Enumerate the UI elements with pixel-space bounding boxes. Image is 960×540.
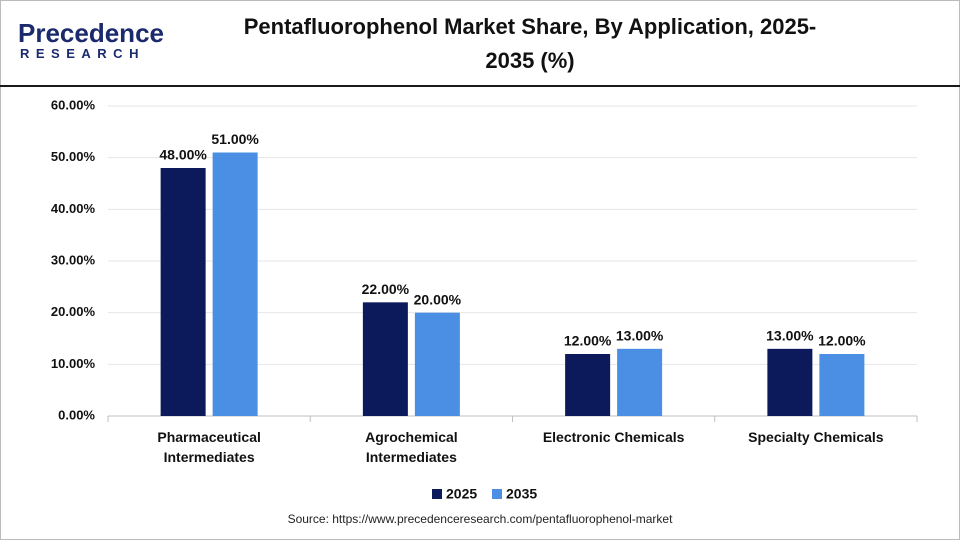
bar — [414, 312, 460, 416]
logo-sub: RESEARCH — [20, 46, 145, 61]
y-tick-label: 10.00% — [51, 356, 96, 371]
value-label: 20.00% — [414, 291, 462, 307]
y-tick-label: 30.00% — [51, 252, 96, 267]
chart-title: Pentafluorophenol Market Share, By Appli… — [243, 14, 817, 73]
bar — [767, 348, 813, 416]
bar — [617, 348, 663, 416]
value-label: 13.00% — [616, 328, 664, 344]
source: Source: https://www.precedenceresearch.c… — [287, 512, 673, 526]
value-label: 12.00% — [564, 333, 612, 349]
y-tick-label: 20.00% — [51, 304, 96, 319]
x-tick-label: Specialty Chemicals — [748, 429, 884, 445]
value-label: 12.00% — [818, 333, 866, 349]
bar — [819, 354, 865, 416]
bar — [565, 354, 611, 416]
value-label: 13.00% — [766, 328, 814, 344]
legend-swatch — [432, 489, 442, 499]
bar — [362, 302, 408, 416]
y-tick-label: 60.00% — [51, 97, 96, 112]
bar — [212, 152, 258, 416]
x-tick-label: Pharmaceutical Intermediates — [157, 429, 261, 465]
y-tick-label: 50.00% — [51, 149, 96, 164]
y-tick-label: 40.00% — [51, 201, 96, 216]
value-label: 22.00% — [362, 281, 410, 297]
x-tick-label: Agrochemical Intermediates — [365, 429, 458, 465]
logo-name: Precedence — [18, 18, 164, 48]
x-tick-label: Electronic Chemicals — [542, 429, 685, 445]
value-label: 51.00% — [211, 131, 259, 147]
bar — [160, 168, 206, 416]
legend-swatch — [492, 489, 502, 499]
legend-label: 2035 — [506, 486, 537, 502]
y-tick-label: 0.00% — [58, 407, 95, 422]
value-label: 48.00% — [159, 147, 207, 163]
legend-label: 2025 — [446, 486, 477, 502]
